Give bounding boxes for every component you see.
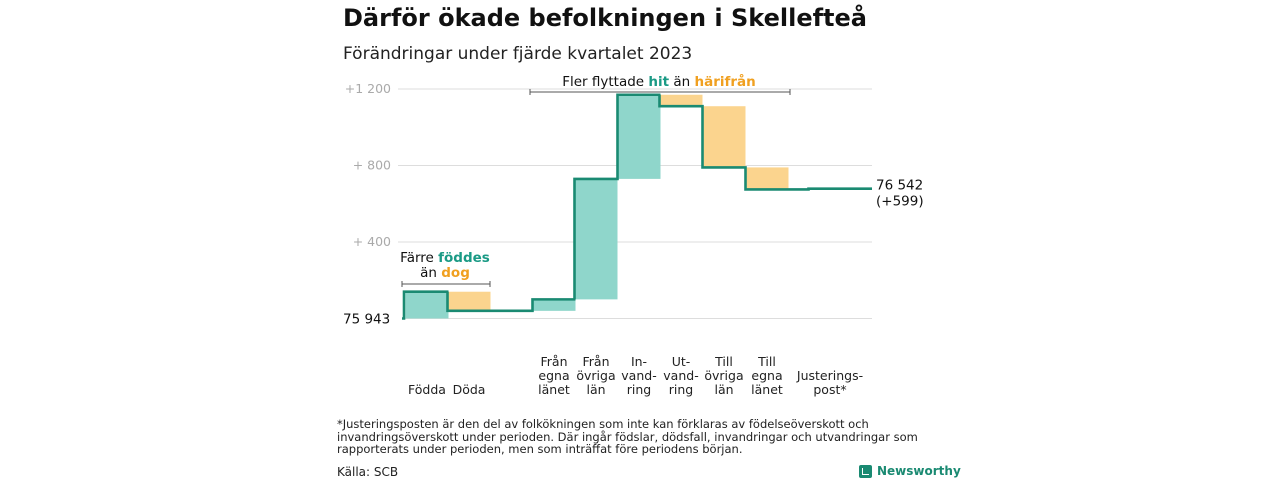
waterfall-bar	[745, 167, 789, 190]
category-label: Från	[582, 354, 609, 369]
annotation-bracket	[529, 89, 791, 95]
category-label: Ut-	[672, 354, 691, 369]
category-label: egna	[538, 368, 569, 383]
waterfall-bar	[574, 178, 618, 300]
category-label: länet	[538, 382, 570, 397]
chart-subtitle: Förändringar under fjärde kvartalet 2023	[343, 44, 693, 64]
annotation-births-line2: än dog	[420, 265, 470, 281]
footnote: *Justeringsposten är den del av folkökni…	[337, 417, 918, 456]
category-label: övriga	[576, 368, 615, 383]
brand-logo: Newsworthy	[859, 464, 961, 478]
category-label: post*	[813, 382, 846, 397]
y-tick-label: + 800	[353, 158, 391, 173]
category-label: Till	[714, 354, 733, 369]
annotation-migration: Fler flyttade hit än härifrån	[562, 73, 756, 90]
annotation-births-line1: Färre föddes	[400, 250, 490, 266]
y-tick-label: + 400	[353, 234, 391, 249]
waterfall-bar	[532, 299, 576, 311]
waterfall-bar	[617, 94, 661, 179]
category-label: övriga	[704, 368, 743, 383]
y-tick-label: +1 200	[345, 81, 391, 96]
waterfall-bar	[659, 94, 703, 107]
category-label: Till	[757, 354, 776, 369]
category-label: ring	[627, 382, 651, 397]
newsworthy-icon	[859, 464, 872, 478]
end-change-label: (+599)	[876, 194, 924, 210]
category-label: län	[586, 382, 605, 397]
source-note: Källa: SCB	[337, 465, 399, 479]
category-label: länet	[751, 382, 783, 397]
category-label: vand-	[663, 368, 698, 383]
start-value-label: 75 943	[343, 312, 390, 328]
waterfall-bar	[447, 291, 491, 311]
waterfall-bar	[702, 106, 746, 168]
running-total-line	[402, 93, 872, 320]
end-value-label: 76 542	[876, 178, 923, 194]
category-label: län	[714, 382, 733, 397]
chart-title: Därför ökade befolkningen i Skellefteå	[343, 4, 867, 32]
category-label: Justerings-	[796, 368, 863, 383]
category-label: Födda	[408, 382, 446, 397]
category-label: egna	[751, 368, 782, 383]
category-label: Döda	[453, 382, 486, 397]
category-label: In-	[631, 354, 647, 369]
category-label: ring	[669, 382, 693, 397]
brand-name: Newsworthy	[877, 464, 961, 478]
category-label: vand-	[621, 368, 656, 383]
category-label: Från	[540, 354, 567, 369]
waterfall-bar	[405, 291, 449, 319]
waterfall-chart: + 400 + 800 +1 200 75 943 76 542(+599) Födda D…	[343, 73, 924, 397]
annotation-bracket	[401, 281, 491, 287]
